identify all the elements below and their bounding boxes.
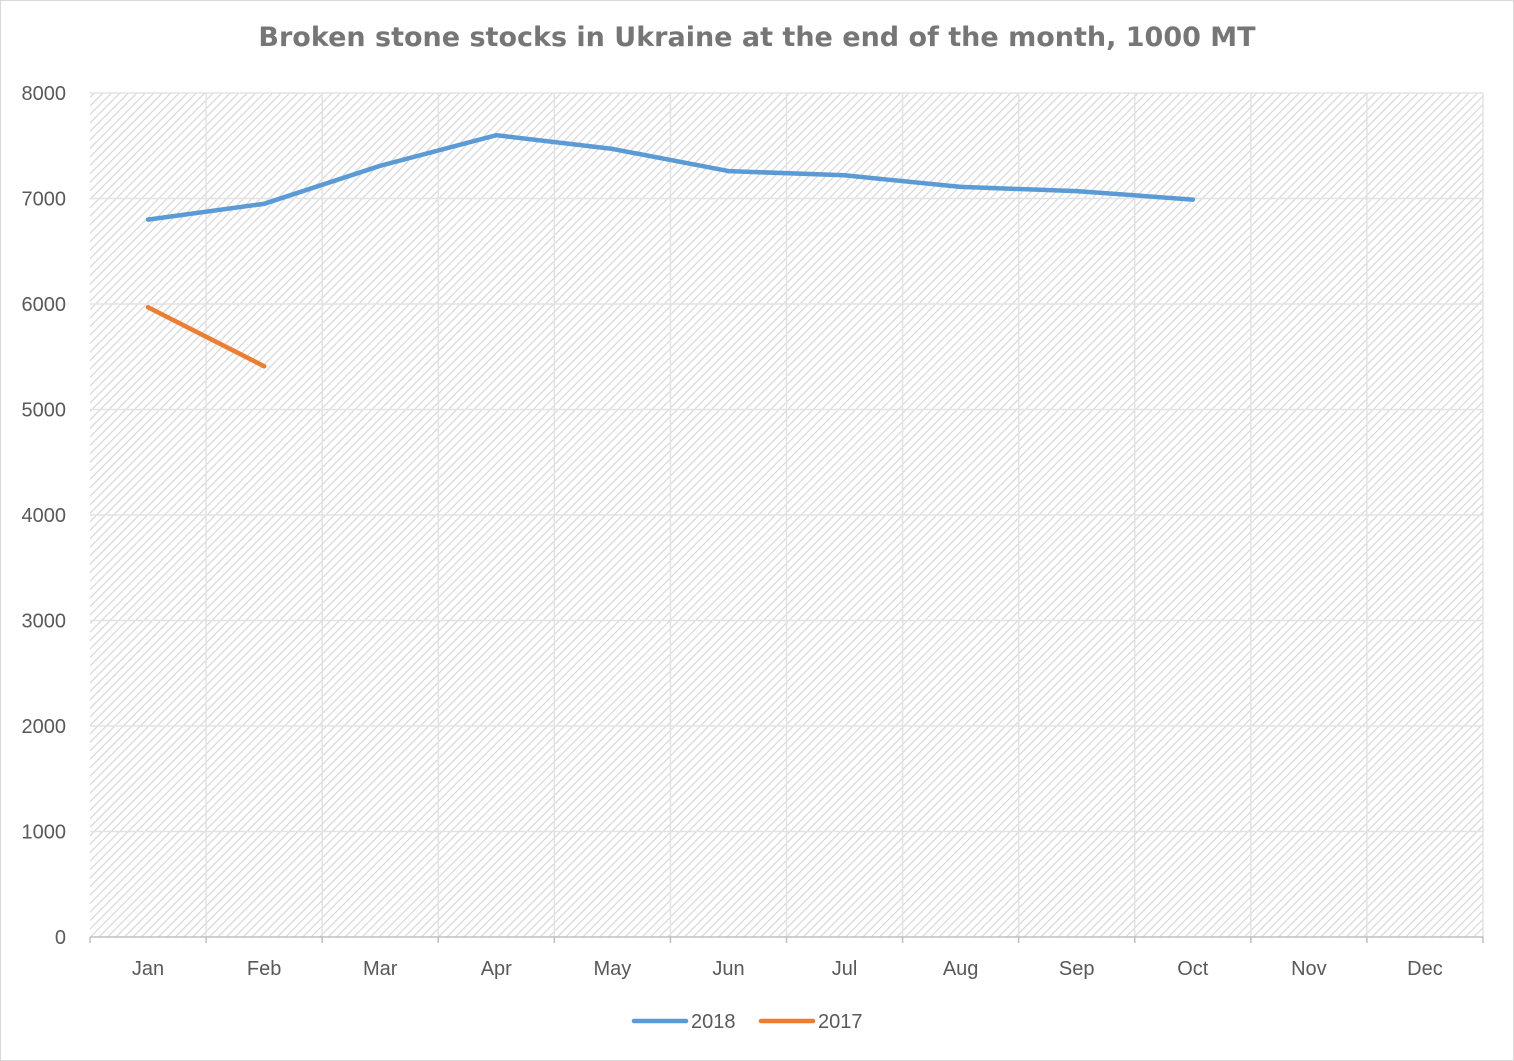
y-tick-label: 3000 — [22, 611, 67, 633]
data-point-2017 — [145, 304, 151, 310]
x-tick-label: Aug — [943, 958, 979, 980]
y-tick-label: 0 — [55, 927, 66, 949]
legend-label-2018: 2018 — [691, 1011, 736, 1033]
data-point-2018 — [494, 133, 499, 138]
y-tick-label: 6000 — [22, 294, 67, 316]
axes: 0 1000 2000 3000 4000 5000 6000 7000 8000 Jan Feb M… — [22, 83, 1484, 980]
data-point-2018 — [1190, 197, 1195, 202]
x-tick-label: Jul — [832, 958, 858, 980]
series-line-2017 — [145, 304, 267, 369]
series-line-2018 — [145, 132, 1196, 222]
y-tick-label: 1000 — [22, 822, 67, 844]
x-tick-label: Apr — [481, 958, 512, 980]
y-tick-label: 7000 — [22, 189, 67, 211]
x-tick-label: Jun — [712, 958, 744, 980]
x-tick-label: Nov — [1291, 958, 1327, 980]
x-tick-label: Jan — [132, 958, 164, 980]
series-layer — [145, 132, 1196, 369]
data-point-2018 — [145, 217, 151, 222]
data-point-2017 — [261, 364, 267, 369]
data-point-2018 — [842, 173, 847, 178]
data-point-2018 — [261, 201, 267, 206]
x-tick-label: Dec — [1407, 958, 1443, 980]
data-point-2018 — [726, 168, 731, 174]
x-tick-label: Oct — [1177, 958, 1209, 980]
y-tick-label: 4000 — [22, 505, 67, 527]
data-point-2018 — [958, 184, 963, 190]
x-tick-label: Feb — [247, 958, 281, 980]
grid-lines — [90, 92, 1484, 937]
y-tick-label: 5000 — [22, 400, 67, 422]
legend: 2018 2017 — [631, 1011, 863, 1033]
y-tick-label: 8000 — [22, 83, 67, 105]
data-point-2018 — [378, 163, 383, 168]
data-point-2018 — [1074, 188, 1079, 194]
y-tick-label: 2000 — [22, 716, 67, 738]
x-tick-label: Sep — [1059, 958, 1095, 980]
data-point-2018 — [610, 146, 615, 152]
x-tick-label: Mar — [363, 958, 398, 980]
legend-label-2017: 2017 — [818, 1011, 863, 1033]
x-tick-label: May — [593, 958, 631, 980]
chart-title: Broken stone stocks in Ukraine at the en… — [258, 22, 1256, 53]
